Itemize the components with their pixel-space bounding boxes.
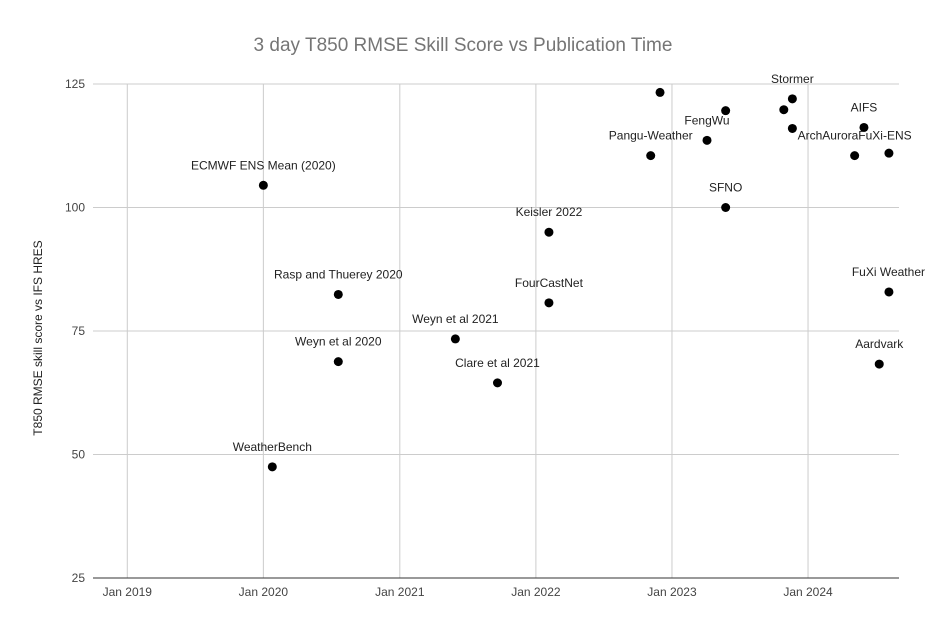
data-point bbox=[450, 334, 460, 344]
y-axis-label: T850 RMSE skill score vs IFS HRES bbox=[31, 240, 45, 435]
point-labels: ECMWF ENS Mean (2020) WeatherBench Rasp an… bbox=[191, 72, 925, 454]
point-label: ArchAuroraFuXi-ENS bbox=[798, 129, 912, 143]
data-point bbox=[646, 151, 656, 161]
grid-layer bbox=[93, 83, 899, 579]
point-label: SFNO bbox=[709, 181, 742, 195]
point-label: Weyn et al 2020 bbox=[295, 335, 382, 349]
data-point bbox=[787, 123, 797, 133]
point-label: Rasp and Thuerey 2020 bbox=[274, 267, 403, 281]
x-tick-label: Jan 2019 bbox=[103, 585, 153, 599]
y-tick-label: 100 bbox=[65, 201, 85, 215]
point-label: Aardvark bbox=[855, 337, 904, 351]
point-label: Clare et al 2021 bbox=[455, 356, 540, 370]
point-label: WeatherBench bbox=[233, 440, 312, 454]
y-tick-label: 125 bbox=[65, 77, 85, 91]
data-point bbox=[492, 378, 502, 388]
data-points bbox=[258, 87, 894, 472]
data-point bbox=[544, 298, 554, 308]
y-tick-label: 75 bbox=[72, 324, 86, 338]
data-point bbox=[702, 135, 712, 145]
data-point bbox=[721, 106, 731, 116]
point-label: FourCastNet bbox=[515, 276, 584, 290]
x-tick-label: Jan 2022 bbox=[511, 585, 561, 599]
data-point bbox=[884, 287, 894, 297]
data-point bbox=[787, 94, 797, 104]
data-point bbox=[333, 289, 343, 299]
x-tick-label: Jan 2023 bbox=[647, 585, 697, 599]
data-point bbox=[333, 357, 343, 367]
data-point bbox=[884, 148, 894, 158]
tick-labels: 25 50 75 100 125 Jan 2019 Jan 2020 Jan 2021 Jan … bbox=[65, 77, 833, 599]
chart-title: 3 day T850 RMSE Skill Score vs Publicati… bbox=[254, 35, 673, 56]
point-label: Stormer bbox=[771, 72, 814, 86]
point-label: FuXi Weather bbox=[852, 265, 925, 279]
data-point bbox=[267, 462, 277, 472]
data-point bbox=[544, 227, 554, 237]
point-label: AIFS bbox=[851, 100, 878, 114]
data-point bbox=[874, 359, 884, 369]
y-tick-label: 50 bbox=[72, 448, 86, 462]
point-label: FengWu bbox=[684, 113, 729, 127]
point-label: Weyn et al 2021 bbox=[412, 312, 499, 326]
x-tick-label: Jan 2024 bbox=[783, 585, 833, 599]
x-tick-label: Jan 2020 bbox=[239, 585, 289, 599]
x-tick-label: Jan 2021 bbox=[375, 585, 425, 599]
point-label: Keisler 2022 bbox=[516, 205, 583, 219]
data-point bbox=[859, 122, 869, 132]
point-label: Pangu-Weather bbox=[609, 129, 693, 143]
data-point bbox=[850, 151, 860, 161]
point-label: ECMWF ENS Mean (2020) bbox=[191, 158, 336, 172]
y-tick-label: 25 bbox=[72, 571, 86, 585]
data-point bbox=[258, 180, 268, 190]
data-point bbox=[721, 203, 731, 212]
data-point bbox=[779, 105, 789, 115]
data-point bbox=[655, 87, 665, 97]
